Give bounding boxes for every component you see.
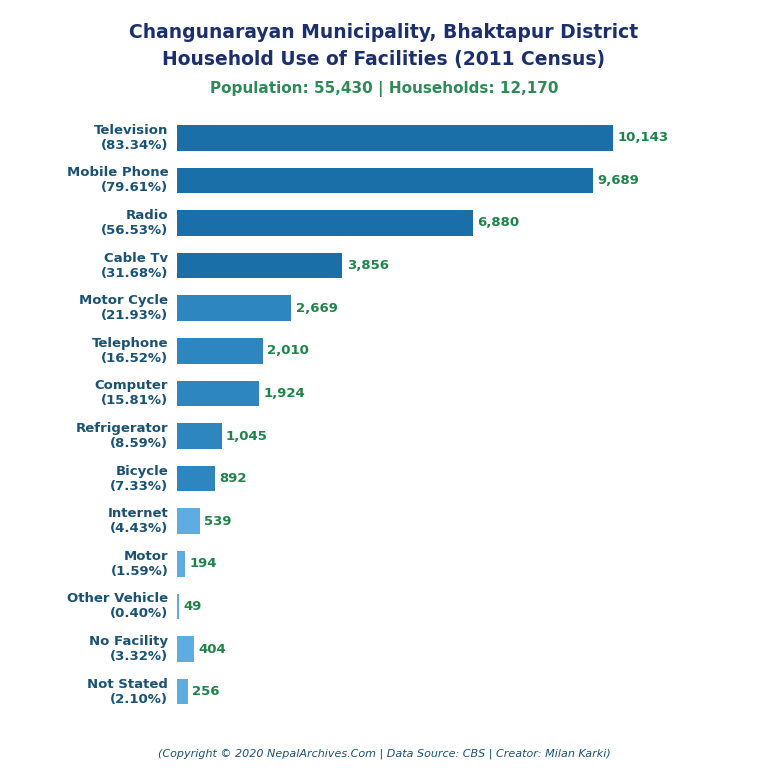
Text: 539: 539 [204, 515, 232, 528]
Text: 256: 256 [192, 685, 220, 698]
Text: 1,045: 1,045 [226, 429, 268, 442]
Bar [177, 210, 472, 236]
Bar [177, 167, 594, 193]
Bar [177, 508, 200, 534]
Bar [177, 338, 263, 363]
Bar [177, 466, 215, 492]
Bar [177, 637, 194, 662]
Bar [177, 125, 613, 151]
Text: 2,669: 2,669 [296, 302, 338, 315]
Text: 892: 892 [220, 472, 247, 485]
Text: Household Use of Facilities (2011 Census): Household Use of Facilities (2011 Census… [163, 50, 605, 69]
Text: 49: 49 [183, 600, 201, 613]
Text: 404: 404 [198, 643, 226, 656]
Bar [177, 253, 343, 278]
Bar [177, 594, 179, 619]
Text: 9,689: 9,689 [598, 174, 640, 187]
Bar [177, 381, 260, 406]
Bar [177, 679, 187, 704]
Text: 2,010: 2,010 [267, 344, 310, 357]
Text: Population: 55,430 | Households: 12,170: Population: 55,430 | Households: 12,170 [210, 81, 558, 97]
Text: 1,924: 1,924 [263, 387, 306, 400]
Bar [177, 423, 222, 449]
Bar [177, 551, 185, 577]
Text: 3,856: 3,856 [347, 259, 389, 272]
Text: 10,143: 10,143 [617, 131, 668, 144]
Text: Changunarayan Municipality, Bhaktapur District: Changunarayan Municipality, Bhaktapur Di… [130, 23, 638, 42]
Text: 194: 194 [189, 558, 217, 571]
Text: 6,880: 6,880 [477, 217, 519, 230]
Bar [177, 296, 291, 321]
Text: (Copyright © 2020 NepalArchives.Com | Data Source: CBS | Creator: Milan Karki): (Copyright © 2020 NepalArchives.Com | Da… [157, 748, 611, 759]
